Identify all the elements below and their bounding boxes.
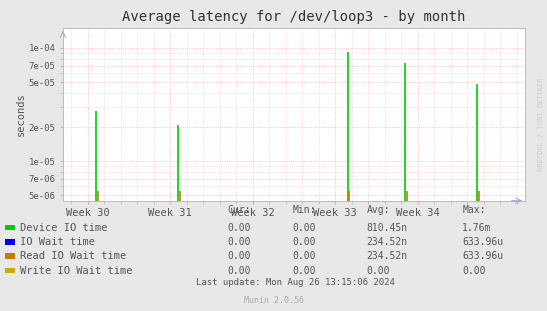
Text: 234.52n: 234.52n bbox=[366, 251, 408, 261]
Text: Munin 2.0.56: Munin 2.0.56 bbox=[243, 296, 304, 305]
Text: 0.00: 0.00 bbox=[227, 266, 251, 276]
Y-axis label: seconds: seconds bbox=[16, 92, 26, 136]
Text: Avg:: Avg: bbox=[366, 205, 390, 215]
Title: Average latency for /dev/loop3 - by month: Average latency for /dev/loop3 - by mont… bbox=[123, 10, 465, 24]
Text: Last update: Mon Aug 26 13:15:06 2024: Last update: Mon Aug 26 13:15:06 2024 bbox=[196, 278, 395, 287]
Text: 0.00: 0.00 bbox=[227, 237, 251, 247]
Text: 0.00: 0.00 bbox=[227, 223, 251, 233]
Text: Read IO Wait time: Read IO Wait time bbox=[20, 251, 126, 261]
Text: Device IO time: Device IO time bbox=[20, 223, 107, 233]
Text: 234.52n: 234.52n bbox=[366, 237, 408, 247]
Text: 810.45n: 810.45n bbox=[366, 223, 408, 233]
Text: RRDTOOL / TOBI OETIKER: RRDTOOL / TOBI OETIKER bbox=[538, 78, 544, 171]
Text: Min:: Min: bbox=[293, 205, 316, 215]
Text: 0.00: 0.00 bbox=[462, 266, 486, 276]
Text: Max:: Max: bbox=[462, 205, 486, 215]
Text: 1.76m: 1.76m bbox=[462, 223, 492, 233]
Text: 633.96u: 633.96u bbox=[462, 237, 503, 247]
Text: 633.96u: 633.96u bbox=[462, 251, 503, 261]
Text: 0.00: 0.00 bbox=[293, 251, 316, 261]
Text: 0.00: 0.00 bbox=[293, 223, 316, 233]
Text: 0.00: 0.00 bbox=[293, 266, 316, 276]
Text: Write IO Wait time: Write IO Wait time bbox=[20, 266, 132, 276]
Text: Cur:: Cur: bbox=[227, 205, 251, 215]
Text: IO Wait time: IO Wait time bbox=[20, 237, 95, 247]
Text: 0.00: 0.00 bbox=[293, 237, 316, 247]
Text: 0.00: 0.00 bbox=[366, 266, 390, 276]
Text: 0.00: 0.00 bbox=[227, 251, 251, 261]
